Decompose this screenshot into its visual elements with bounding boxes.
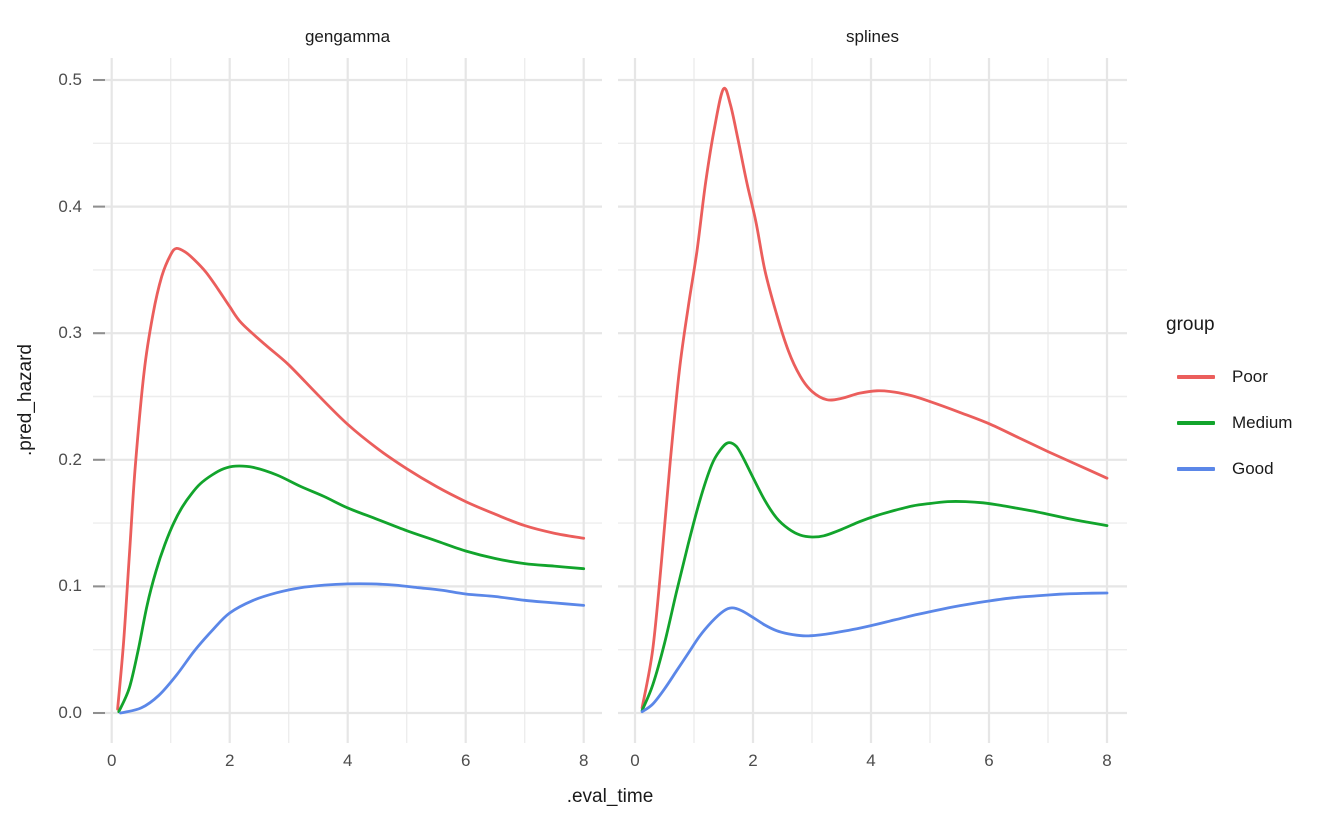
legend-key-line-medium [1177, 421, 1215, 425]
x-tick-label: 2 [748, 751, 758, 770]
legend-label-good: Good [1232, 459, 1274, 478]
series-line-poor-splines [640, 86, 1109, 710]
legend-label-poor: Poor [1232, 367, 1268, 386]
series-line-good-gengamma [119, 582, 586, 715]
x-axis-title: .eval_time [566, 786, 654, 807]
y-tick-label: 0.0 [58, 703, 82, 722]
y-tick-label: 0.3 [58, 323, 82, 343]
chart-panel-splines [618, 58, 1127, 743]
legend-item-medium: Medium [1166, 413, 1292, 433]
x-tick-label: 8 [1102, 751, 1112, 770]
series-line-medium-splines [640, 441, 1109, 712]
y-tick-label: 0.1 [58, 576, 82, 596]
legend-key-line-good [1177, 467, 1215, 471]
series-line-poor-gengamma [116, 246, 586, 711]
chart-panel-gengamma [93, 58, 602, 743]
x-tick-label: 4 [342, 751, 353, 770]
y-tick-label: 0.4 [58, 196, 82, 216]
legend-item-good: Good [1166, 459, 1292, 479]
facet-strip-title-gengamma: gengamma [304, 27, 391, 46]
y-tick-label: 0.2 [58, 449, 82, 469]
x-tick-label: 6 [984, 751, 994, 770]
legend-key-line-poor [1177, 375, 1215, 379]
legend-items: Poor Medium Good [1166, 367, 1292, 479]
series-line-medium-gengamma [117, 464, 586, 714]
x-tick-label: 2 [224, 751, 235, 770]
x-tick-label: 0 [106, 751, 117, 770]
legend-title: group [1166, 314, 1215, 335]
x-tick-label: 6 [460, 751, 471, 770]
series-line-good-splines [640, 591, 1109, 714]
y-tick-label: 0.5 [58, 70, 82, 89]
legend: group Poor Medium Good [1166, 312, 1292, 505]
x-tick-label: 4 [866, 751, 876, 770]
x-tick-label: 0 [630, 751, 640, 770]
facet-strip-title-splines: splines [846, 27, 899, 46]
legend-label-medium: Medium [1232, 413, 1293, 432]
legend-item-poor: Poor [1166, 367, 1292, 387]
x-tick-label: 8 [578, 751, 589, 770]
